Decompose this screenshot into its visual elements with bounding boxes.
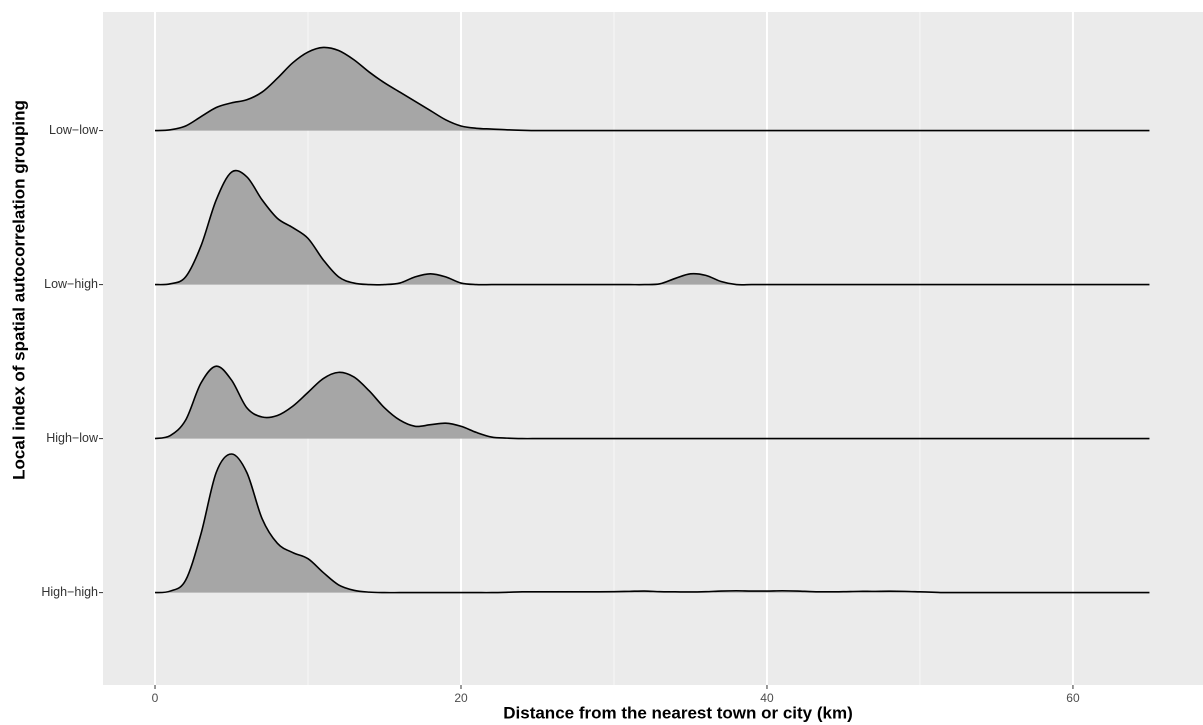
- x-tick-label: 40: [760, 691, 774, 705]
- x-tick-label: 0: [152, 691, 159, 705]
- x-tick-label: 60: [1066, 691, 1080, 705]
- y-tick-label: High−high: [41, 585, 98, 599]
- ridge-line: [154, 46, 1150, 132]
- x-axis-title: Distance from the nearest town or city (…: [503, 703, 853, 722]
- ridge-area: [155, 170, 1150, 285]
- ridge-area: [155, 47, 1150, 131]
- ridges: [154, 46, 1150, 594]
- y-tick-label: High−low: [46, 431, 99, 445]
- ridge-area: [155, 453, 1150, 593]
- ridge-area: [155, 366, 1150, 439]
- y-axis-title: Local index of spatial autocorrelation g…: [9, 100, 28, 480]
- x-tick-label: 20: [454, 691, 468, 705]
- ridge-line: [154, 453, 1150, 594]
- y-tick-label: Low−low: [49, 123, 99, 137]
- y-tick-label: Low−high: [44, 277, 98, 291]
- ridge-line: [154, 169, 1150, 286]
- ridge-line: [154, 365, 1150, 440]
